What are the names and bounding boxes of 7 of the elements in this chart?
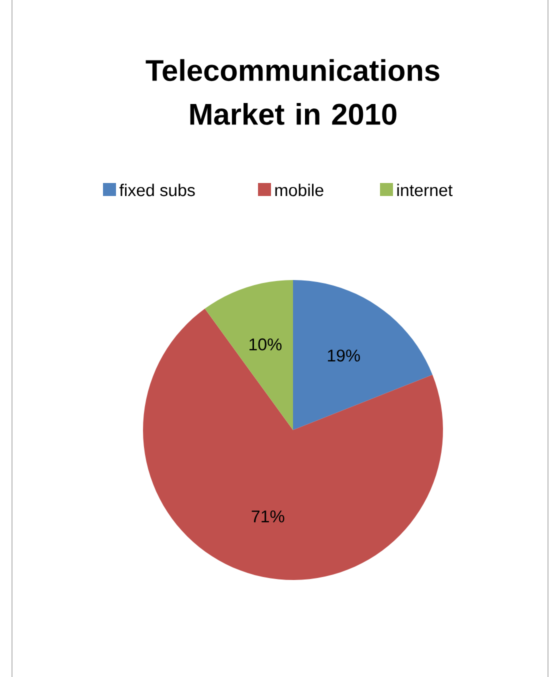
data-label: 19% <box>328 350 360 362</box>
legend-label: mobile <box>275 184 324 196</box>
legend-label: fixed subs <box>119 184 195 196</box>
chart-title: Telecommunications Market in 2010 <box>146 59 440 125</box>
data-label: 10% <box>250 338 282 350</box>
legend-label: internet <box>397 184 453 196</box>
data-label: 71% <box>252 510 284 522</box>
